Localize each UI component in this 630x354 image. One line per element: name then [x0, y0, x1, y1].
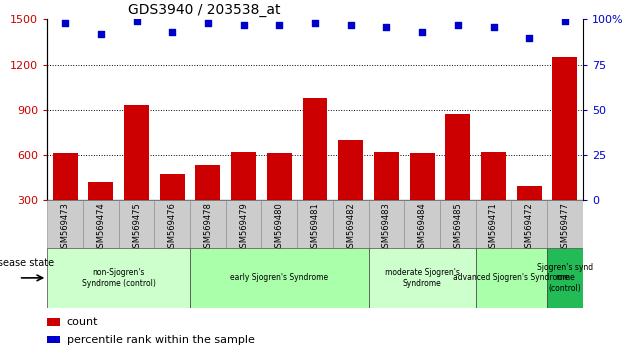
Text: GSM569472: GSM569472	[525, 202, 534, 253]
Text: advanced Sjogren's Syndrome: advanced Sjogren's Syndrome	[454, 273, 570, 282]
Point	[453, 22, 463, 28]
Text: percentile rank within the sample: percentile rank within the sample	[67, 335, 255, 344]
Bar	[512, 200, 547, 248]
Bar	[410, 153, 435, 200]
Text: GSM569473: GSM569473	[60, 202, 69, 253]
Bar	[261, 200, 297, 248]
Point	[132, 18, 142, 24]
Text: non-Sjogren's
Syndrome (control): non-Sjogren's Syndrome (control)	[82, 268, 156, 287]
Bar	[476, 248, 547, 308]
Bar	[338, 140, 363, 200]
Text: GSM569485: GSM569485	[454, 202, 462, 253]
Bar	[88, 182, 113, 200]
Bar	[47, 319, 60, 326]
Bar	[374, 152, 399, 200]
Text: GSM569475: GSM569475	[132, 202, 141, 253]
Text: GSM569479: GSM569479	[239, 202, 248, 253]
Bar	[190, 200, 226, 248]
Point	[560, 18, 570, 24]
Text: GSM569478: GSM569478	[203, 202, 212, 253]
Point	[239, 22, 249, 28]
Text: GSM569482: GSM569482	[346, 202, 355, 253]
Bar	[47, 248, 190, 308]
Point	[524, 35, 534, 40]
Bar	[476, 200, 512, 248]
Text: disease state: disease state	[0, 258, 54, 268]
Bar	[369, 200, 404, 248]
Point	[60, 20, 70, 26]
Bar	[404, 200, 440, 248]
Point	[203, 20, 213, 26]
Bar	[440, 200, 476, 248]
Bar	[517, 187, 542, 200]
Text: GSM569474: GSM569474	[96, 202, 105, 253]
Point	[417, 29, 427, 35]
Bar	[302, 98, 328, 200]
Text: GSM569477: GSM569477	[561, 202, 570, 253]
Point	[488, 24, 498, 29]
Point	[381, 24, 391, 29]
Text: Sjogren’s synd
rome
(control): Sjogren’s synd rome (control)	[537, 263, 593, 293]
Point	[167, 29, 177, 35]
Text: GSM569484: GSM569484	[418, 202, 427, 253]
Bar	[47, 200, 83, 248]
Bar	[195, 165, 220, 200]
Text: GSM569471: GSM569471	[489, 202, 498, 253]
Bar	[553, 57, 578, 200]
Point	[310, 20, 320, 26]
Bar	[333, 200, 369, 248]
Point	[346, 22, 356, 28]
Bar	[52, 153, 77, 200]
Bar	[118, 200, 154, 248]
Bar	[547, 248, 583, 308]
Text: GSM569481: GSM569481	[311, 202, 319, 253]
Bar	[445, 114, 470, 200]
Text: count: count	[67, 317, 98, 327]
Text: moderate Sjogren's
Syndrome: moderate Sjogren's Syndrome	[385, 268, 459, 287]
Point	[96, 31, 106, 37]
Bar	[83, 200, 118, 248]
Bar	[297, 200, 333, 248]
Bar	[267, 153, 292, 200]
Bar	[159, 175, 185, 200]
Text: GDS3940 / 203538_at: GDS3940 / 203538_at	[127, 3, 280, 17]
Bar	[547, 200, 583, 248]
Bar	[154, 200, 190, 248]
Text: GSM569476: GSM569476	[168, 202, 176, 253]
Text: GSM569480: GSM569480	[275, 202, 284, 253]
Bar	[190, 248, 369, 308]
Bar	[47, 336, 60, 343]
Bar	[369, 248, 476, 308]
Text: early Sjogren's Syndrome: early Sjogren's Syndrome	[230, 273, 328, 282]
Bar	[481, 152, 506, 200]
Point	[274, 22, 284, 28]
Bar	[226, 200, 261, 248]
Bar	[231, 152, 256, 200]
Text: GSM569483: GSM569483	[382, 202, 391, 253]
Bar	[124, 105, 149, 200]
